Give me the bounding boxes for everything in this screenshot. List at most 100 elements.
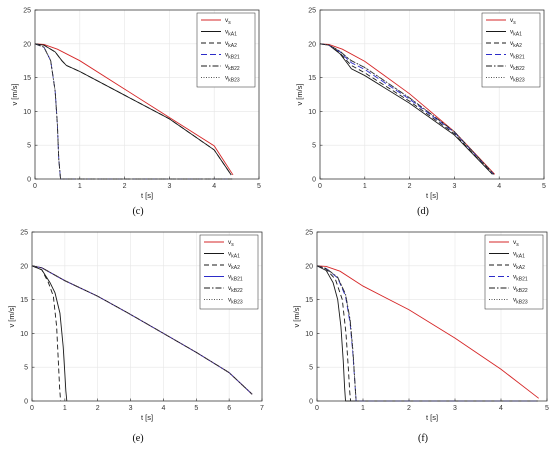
series-line-6 [316, 265, 357, 402]
y-tick-label: 5 [24, 365, 28, 372]
x-tick-label: 2 [96, 405, 100, 412]
chart-panel-e: 0 1 2 3 4 5 6 7 0 5 10 15 20 25 t [s] v [m/s] vs vkA1 vkA2… [0, 224, 275, 448]
legend-box [199, 234, 259, 310]
legend-label-1: vs [228, 239, 234, 248]
series-line-5 [31, 265, 253, 395]
chart-panel-f: 0 1 2 3 4 5 0 5 10 15 20 25 t [s] v [m/s] vs vkA1 vkA2 vk… [275, 224, 550, 448]
x-tick-label: 4 [497, 183, 501, 190]
legend-label-6: vkB23 [228, 297, 243, 306]
y-tick-label: 25 [308, 8, 316, 15]
legend-label-2: vkA1 [225, 29, 237, 38]
y-tick-label: 0 [24, 399, 28, 406]
x-tick-label: 1 [361, 405, 365, 412]
x-tick-label: 0 [315, 405, 319, 412]
legend-label-6: vkB23 [513, 297, 528, 306]
legend-label-1: vs [225, 17, 231, 26]
y-tick-label: 15 [305, 297, 313, 304]
x-tick-label: 5 [194, 405, 198, 412]
legend-label-4: vkB21 [228, 274, 243, 283]
y-tick-label: 25 [20, 230, 28, 237]
series-line-2 [319, 43, 493, 175]
y-axis-label: v [m/s] [295, 83, 304, 105]
chart-panel-c: 0 1 2 3 4 5 0 5 10 15 20 25 t [s] v [m/s] vs vkA1 vkA2 vk… [0, 0, 275, 224]
legend-label-1: vs [510, 17, 516, 26]
series-line-6 [34, 43, 233, 180]
x-tick-label: 0 [30, 405, 34, 412]
y-tick-label: 10 [305, 331, 313, 338]
legend-label-2: vkA1 [510, 29, 522, 38]
axes-frame [319, 9, 545, 180]
axes-frame [34, 9, 260, 180]
legend-label-6: vkB23 [510, 75, 525, 84]
series-line-2 [31, 265, 68, 402]
legend-label-5: vkB22 [228, 285, 243, 294]
y-tick-label: 25 [305, 230, 313, 237]
x-tick-label: 3 [129, 405, 133, 412]
y-tick-label: 0 [312, 177, 316, 184]
axes-frame [316, 231, 548, 402]
series-line-1 [319, 43, 496, 175]
y-tick-label: 25 [23, 8, 31, 15]
legend-label-3: vkA2 [225, 40, 237, 49]
x-axis-label: t [s] [426, 191, 438, 200]
x-tick-label: 4 [499, 405, 503, 412]
x-tick-label: 2 [407, 405, 411, 412]
legend-label-2: vkA1 [228, 251, 240, 260]
y-tick-label: 10 [308, 109, 316, 116]
y-tick-label: 10 [20, 331, 28, 338]
chart-d-svg: 0 1 2 3 4 5 0 5 10 15 20 25 t [s] v [m/s] vs vkA1 vkA2 vk… [295, 8, 546, 201]
x-tick-label: 0 [318, 183, 322, 190]
legend-label-3: vkA2 [513, 262, 525, 271]
x-axis-label: t [s] [141, 191, 153, 200]
series-line-2 [34, 43, 232, 176]
legend-label-4: vkB21 [225, 52, 240, 61]
y-tick-label: 15 [23, 75, 31, 82]
chart-panel-d: 0 1 2 3 4 5 0 5 10 15 20 25 t [s] v [m/s] vs vkA1 vkA2 vk… [275, 0, 550, 224]
y-axis-label: v [m/s] [7, 305, 16, 327]
legend-label-5: vkB22 [510, 63, 525, 72]
x-tick-label: 1 [63, 405, 67, 412]
x-tick-label: 4 [161, 405, 165, 412]
y-tick-label: 5 [312, 143, 316, 150]
chart-caption-f: (f) [418, 433, 428, 444]
legend-label-5: vkB22 [513, 285, 528, 294]
y-tick-label: 20 [23, 41, 31, 48]
x-tick-label: 7 [260, 405, 264, 412]
chart-f-svg: 0 1 2 3 4 5 0 5 10 15 20 25 t [s] v [m/s] vs vkA1 vkA2 vk… [292, 230, 549, 423]
x-tick-label: 3 [167, 183, 171, 190]
series-line-5 [319, 43, 495, 175]
series-line-3 [316, 265, 352, 402]
y-tick-label: 5 [309, 365, 313, 372]
x-tick-label: 5 [542, 183, 546, 190]
y-axis-label: v [m/s] [10, 83, 19, 105]
chart-c-svg: 0 1 2 3 4 5 0 5 10 15 20 25 t [s] v [m/s] vs vkA1 vkA2 vk… [10, 8, 261, 201]
y-tick-label: 15 [20, 297, 28, 304]
x-tick-label: 1 [78, 183, 82, 190]
legend-box [196, 12, 256, 88]
x-tick-label: 5 [257, 183, 261, 190]
legend-label-3: vkA2 [228, 262, 240, 271]
legend-label-1: vs [513, 239, 519, 248]
chart-caption-c: (c) [132, 206, 144, 217]
x-tick-label: 3 [453, 405, 457, 412]
y-tick-label: 15 [308, 75, 316, 82]
y-tick-label: 20 [308, 41, 316, 48]
legend-label-3: vkA2 [510, 40, 522, 49]
chart-caption-d: (d) [417, 206, 429, 217]
y-tick-label: 10 [23, 109, 31, 116]
chart-caption-e: (e) [132, 433, 144, 444]
legend-label-2: vkA1 [513, 251, 525, 260]
y-tick-label: 0 [27, 177, 31, 184]
series-line-5 [316, 265, 357, 402]
legend-label-4: vkB21 [513, 274, 528, 283]
x-tick-label: 5 [545, 405, 549, 412]
series-line-1 [34, 43, 234, 176]
legend-label-6: vkB23 [225, 75, 240, 84]
series-line-6 [319, 43, 495, 175]
x-tick-label: 3 [452, 183, 456, 190]
y-tick-label: 20 [20, 263, 28, 270]
y-tick-label: 0 [309, 399, 313, 406]
series-line-1 [316, 265, 539, 399]
x-axis-label: t [s] [426, 413, 438, 422]
series-line-3 [319, 43, 493, 175]
